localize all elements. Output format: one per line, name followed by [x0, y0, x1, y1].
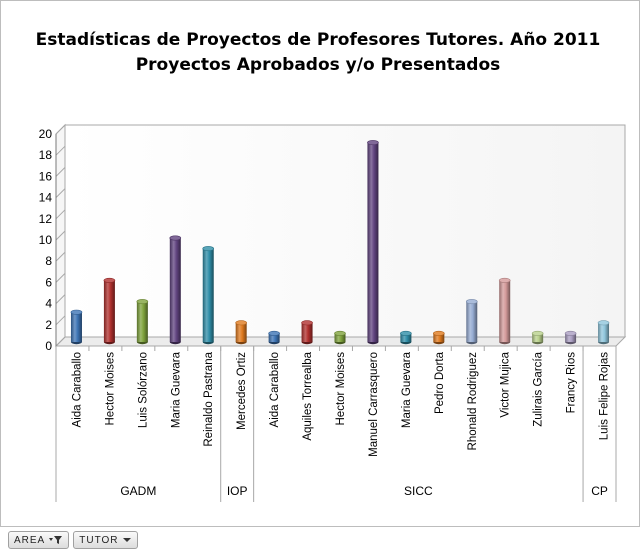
y-tick-line	[55, 167, 66, 177]
y-tick-line	[55, 230, 66, 241]
bar-chart: Estadísticas de Proyectos de Profesores …	[36, 30, 627, 502]
category-label: Maria Guevara	[170, 351, 182, 428]
group-label: CP	[591, 484, 608, 498]
category-label: Hector Moises	[104, 352, 116, 426]
category-label: Maria Guevara	[401, 351, 413, 428]
y-tick-label: 16	[39, 169, 53, 183]
category-label: Victor Mujica	[500, 351, 512, 417]
y-tick-line	[55, 124, 66, 135]
y-tick-line	[55, 145, 66, 156]
bar-4	[169, 235, 182, 345]
y-tick-line	[55, 273, 66, 283]
category-label: Aida Caraballo	[269, 352, 281, 427]
category-label: Francy Rios	[566, 352, 578, 414]
y-tick-line	[55, 336, 66, 347]
chart-title-line-1: Estadísticas de Proyectos de Profesores …	[36, 30, 601, 50]
y-tick-label: 4	[45, 297, 52, 311]
y-tick-label: 20	[39, 127, 53, 141]
y-tick-label: 0	[45, 339, 52, 353]
bar-6	[235, 320, 247, 345]
y-tick-label: 8	[45, 254, 52, 268]
chart-title-line-2: Proyectos Aprobados y/o Presentados	[136, 55, 501, 75]
y-tick-label: 6	[45, 275, 52, 289]
plot-area: 0 2 4 6 8 10 12 14 16 18 20 Aida Caraballo Hector Mo…	[39, 123, 627, 502]
bar-15	[531, 330, 544, 345]
bar-9	[334, 330, 346, 345]
bar-8	[301, 320, 313, 345]
y-tick-label: 14	[39, 191, 53, 205]
category-label: Zulirais García	[533, 351, 545, 426]
category-label: Rhonald Rodriguez	[467, 352, 479, 451]
bar-7	[268, 330, 280, 345]
bar-5	[202, 246, 215, 345]
bar-12	[433, 330, 445, 345]
category-label: Reinaldo Pastrana	[203, 351, 215, 446]
category-label: Luis Solórzano	[137, 352, 149, 428]
tutor-field-button[interactable]: TUTOR	[73, 531, 138, 549]
category-label: Hector Moises	[335, 352, 347, 426]
category-label: Manuel Carrasquero	[368, 352, 380, 457]
bar-3	[136, 299, 149, 345]
bar-16	[564, 330, 577, 345]
y-tick-line	[55, 315, 66, 326]
y-tick-label: 2	[45, 318, 52, 332]
tutor-field-label: TUTOR	[79, 534, 119, 546]
group-label: IOP	[227, 484, 248, 498]
category-label: Pedro Dorta	[434, 351, 446, 414]
area-field-button[interactable]: AREA	[8, 531, 70, 549]
y-tick-line	[55, 209, 66, 220]
area-field-label: AREA	[14, 534, 46, 546]
bar-2	[103, 277, 116, 345]
back-wall	[64, 124, 626, 338]
bar-17	[597, 320, 610, 345]
y-tick-line	[55, 294, 66, 304]
dropdown-arrow-icon	[122, 538, 131, 542]
bar-14	[498, 277, 511, 345]
filter-dropdown-icon	[49, 536, 63, 544]
bar-1	[70, 309, 83, 345]
y-tick-label: 10	[39, 233, 53, 247]
bar-13	[465, 299, 478, 345]
bar-10	[367, 140, 379, 345]
group-label: GADM	[120, 484, 156, 498]
category-label: Luis Felipe Rojas	[599, 352, 611, 440]
bar-11	[400, 330, 412, 345]
category-label: Aida Caraballo	[71, 352, 83, 427]
y-tick-line	[55, 251, 66, 262]
y-tick-label: 12	[39, 212, 53, 226]
pivot-field-bar: AREA TUTOR	[8, 531, 138, 549]
y-tick-line	[55, 188, 66, 198]
category-label: Mercedes Ortiz	[236, 352, 248, 430]
category-label: Aquiles Torrealba	[302, 351, 314, 440]
group-label: SICC	[404, 484, 433, 498]
y-tick-label: 18	[39, 148, 53, 162]
